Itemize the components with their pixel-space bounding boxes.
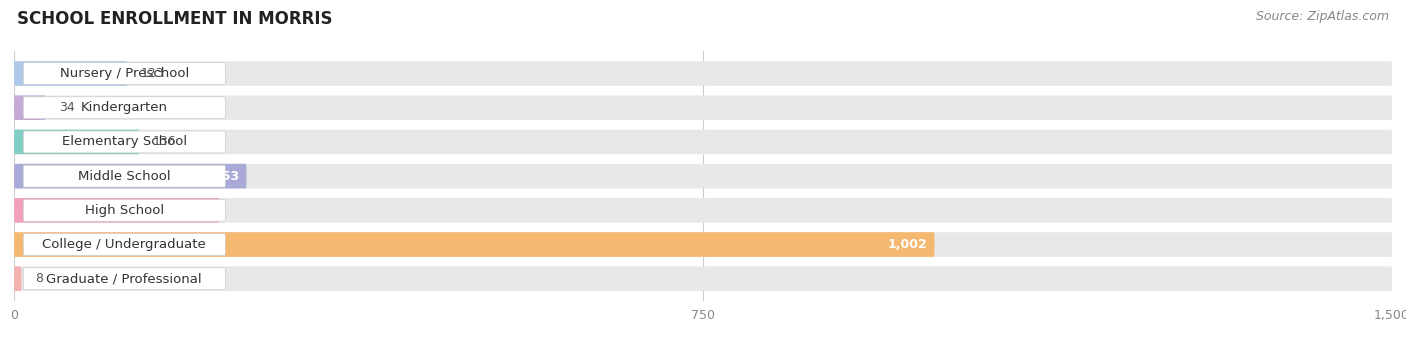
FancyBboxPatch shape bbox=[14, 164, 246, 188]
Text: 34: 34 bbox=[59, 101, 75, 114]
FancyBboxPatch shape bbox=[14, 95, 1392, 120]
Text: 223: 223 bbox=[186, 204, 211, 217]
FancyBboxPatch shape bbox=[24, 131, 225, 153]
FancyBboxPatch shape bbox=[14, 95, 45, 120]
FancyBboxPatch shape bbox=[24, 97, 225, 119]
FancyBboxPatch shape bbox=[24, 199, 225, 221]
Text: Graduate / Professional: Graduate / Professional bbox=[46, 272, 202, 285]
Text: 253: 253 bbox=[212, 170, 239, 183]
FancyBboxPatch shape bbox=[14, 266, 1392, 291]
FancyBboxPatch shape bbox=[14, 266, 21, 291]
FancyBboxPatch shape bbox=[14, 61, 127, 86]
Text: Source: ZipAtlas.com: Source: ZipAtlas.com bbox=[1256, 10, 1389, 23]
FancyBboxPatch shape bbox=[24, 268, 225, 290]
Text: 136: 136 bbox=[153, 135, 176, 148]
Text: Nursery / Preschool: Nursery / Preschool bbox=[59, 67, 188, 80]
FancyBboxPatch shape bbox=[14, 61, 1392, 86]
Text: 1,002: 1,002 bbox=[887, 238, 927, 251]
Text: SCHOOL ENROLLMENT IN MORRIS: SCHOOL ENROLLMENT IN MORRIS bbox=[17, 10, 332, 28]
Text: Middle School: Middle School bbox=[77, 170, 170, 183]
FancyBboxPatch shape bbox=[14, 232, 935, 257]
FancyBboxPatch shape bbox=[14, 130, 1392, 154]
FancyBboxPatch shape bbox=[14, 164, 1392, 188]
FancyBboxPatch shape bbox=[14, 198, 1392, 223]
Text: Kindergarten: Kindergarten bbox=[80, 101, 167, 114]
Text: 8: 8 bbox=[35, 272, 44, 285]
Text: College / Undergraduate: College / Undergraduate bbox=[42, 238, 207, 251]
FancyBboxPatch shape bbox=[14, 198, 219, 223]
FancyBboxPatch shape bbox=[24, 234, 225, 255]
FancyBboxPatch shape bbox=[24, 165, 225, 187]
Text: Elementary School: Elementary School bbox=[62, 135, 187, 148]
Text: High School: High School bbox=[84, 204, 165, 217]
Text: 123: 123 bbox=[141, 67, 165, 80]
FancyBboxPatch shape bbox=[14, 232, 1392, 257]
FancyBboxPatch shape bbox=[24, 63, 225, 84]
FancyBboxPatch shape bbox=[14, 130, 139, 154]
